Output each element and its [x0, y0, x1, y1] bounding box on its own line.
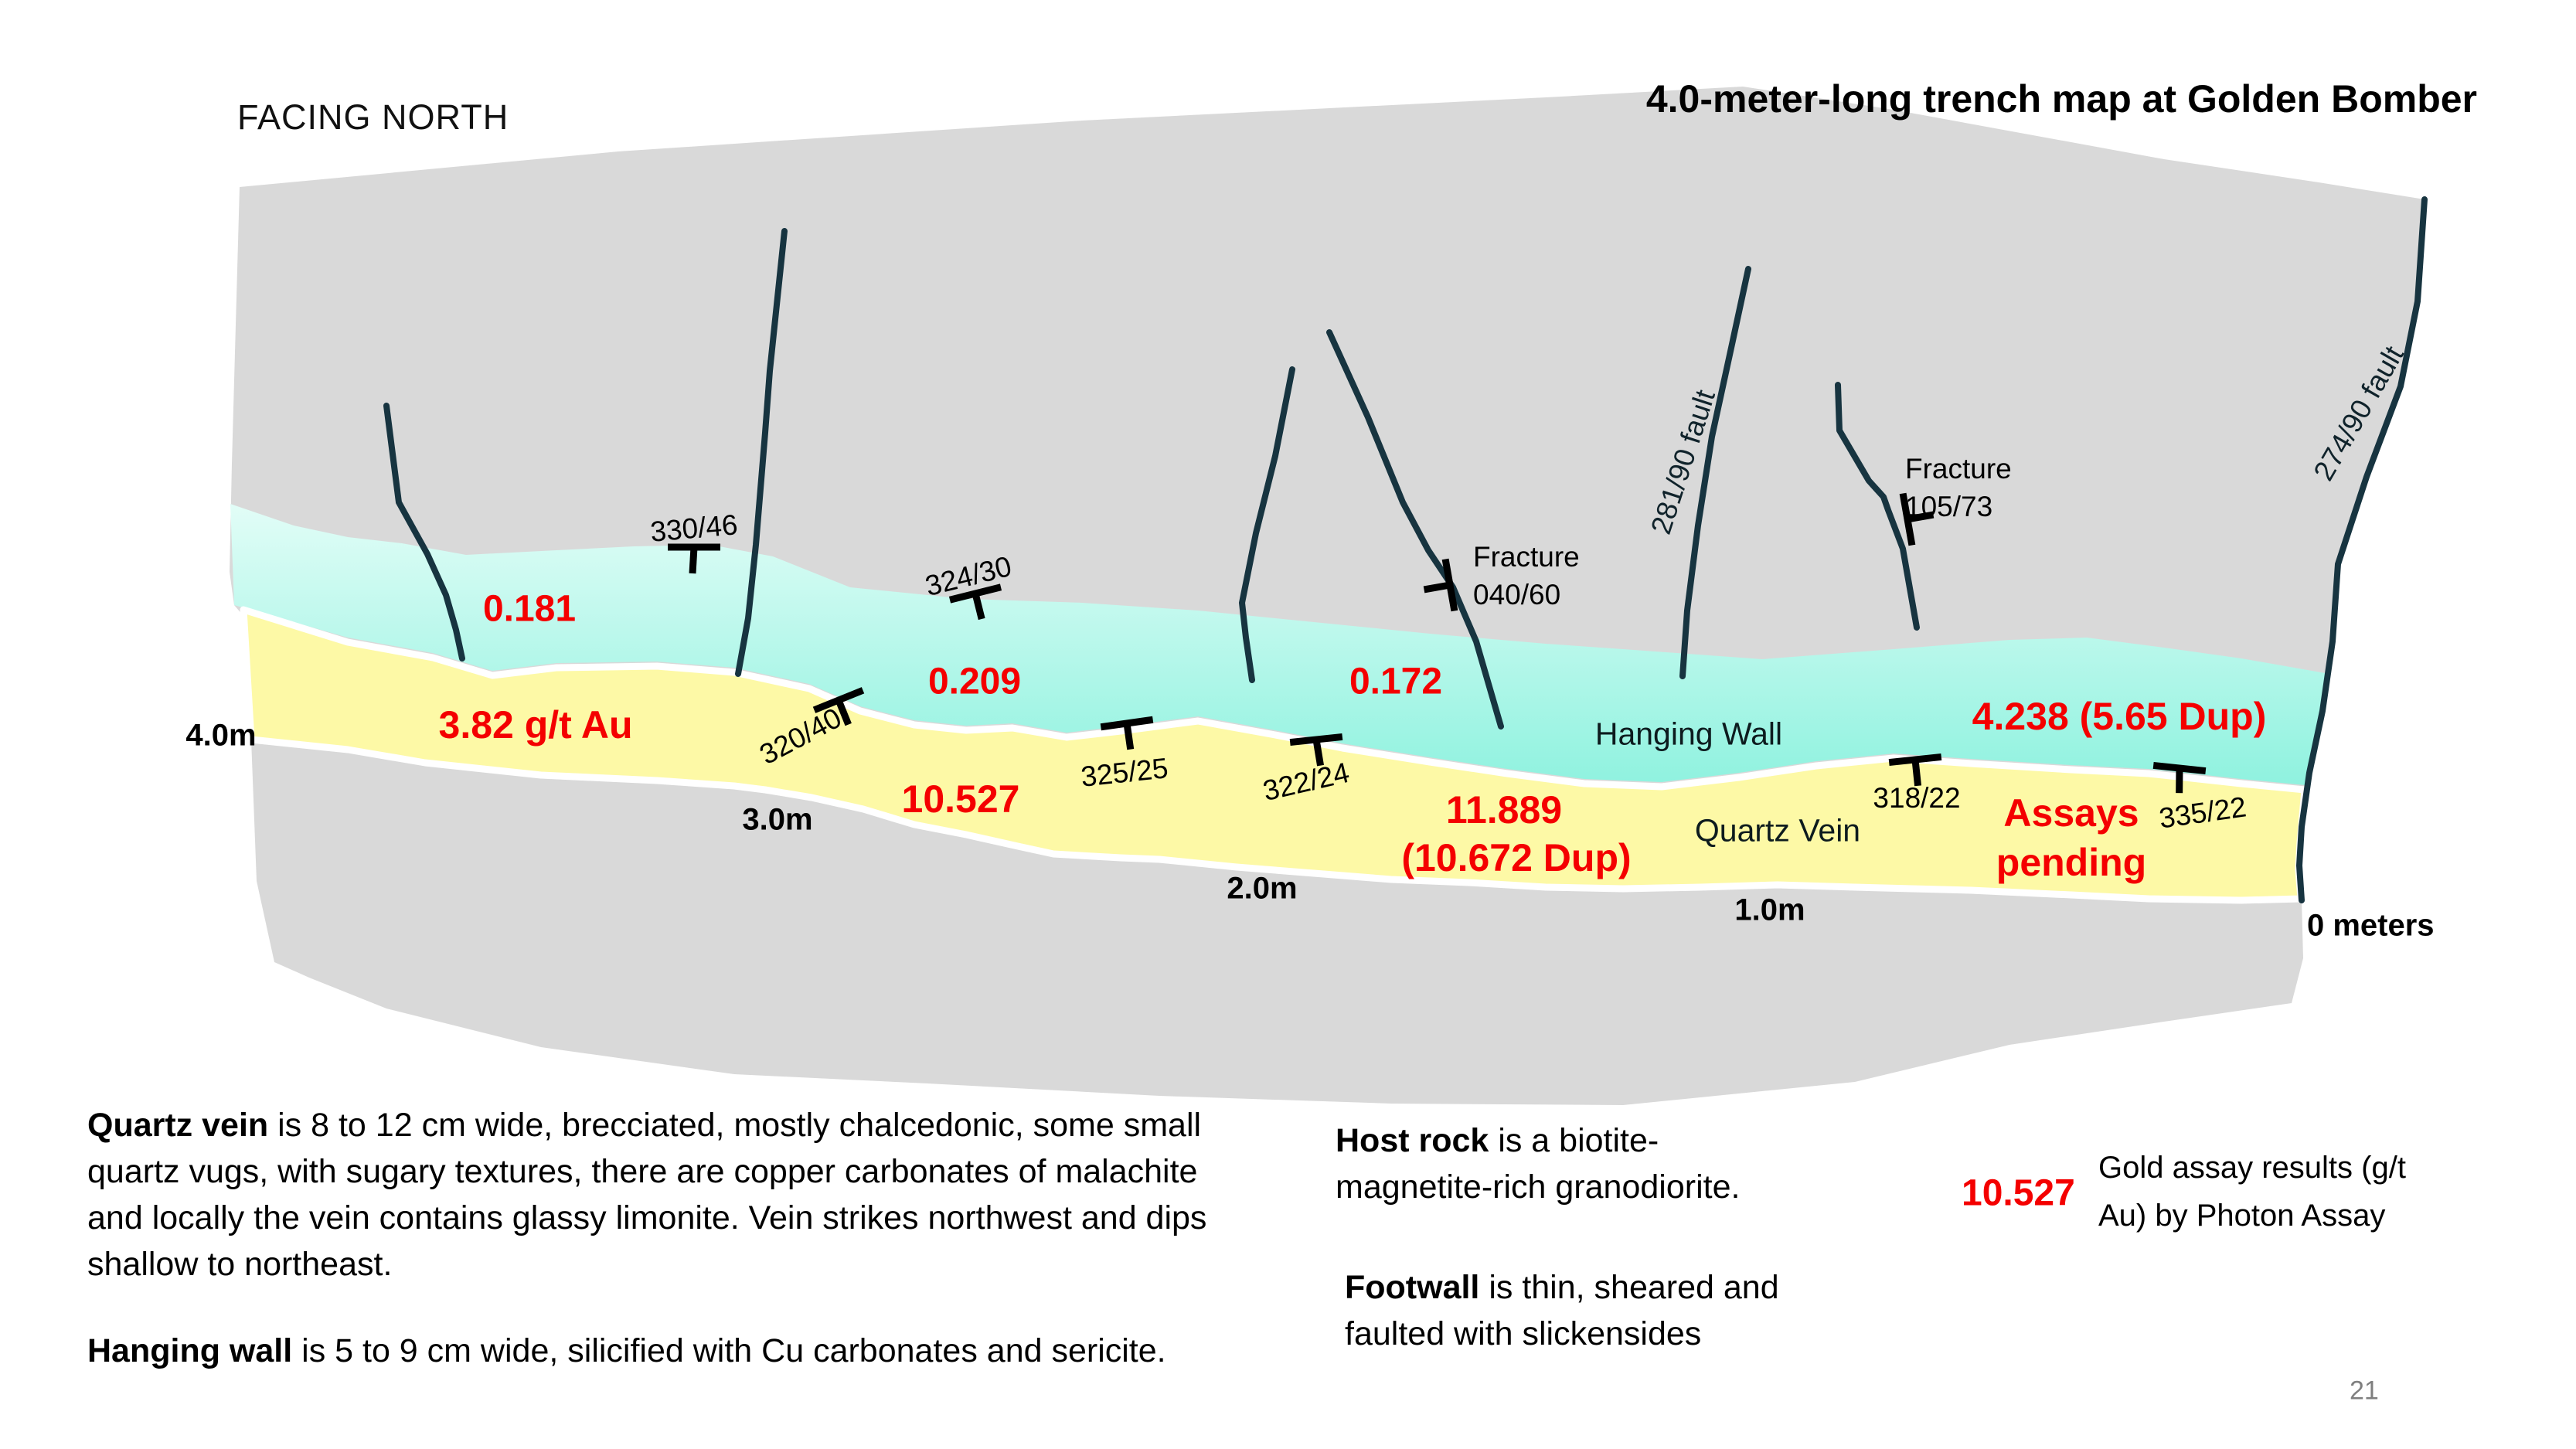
assay-value-10672-dup: (10.672 Dup): [1401, 836, 1632, 879]
assay-value-382: 3.82 g/t Au: [438, 703, 633, 747]
fault-trace-second: [735, 228, 788, 677]
note-host-rock-text: is a biotite-magnetite-rich granodiorite…: [1336, 1122, 1741, 1206]
meter-mark-1m: 1.0m: [1734, 893, 1805, 927]
note-quartz-vein-text: is 8 to 12 cm wide, brecciated, mostly c…: [87, 1107, 1207, 1283]
fault-281-line: [1679, 266, 1751, 679]
legend-description: Gold assay results (g/t Au) by Photon As…: [2098, 1144, 2469, 1240]
assay-value-4238-dup: 4.238 (5.65 Dup): [1972, 695, 2267, 738]
fracture-105-line: [1835, 382, 1920, 631]
fault-trace-left: [383, 403, 465, 662]
legend-description-line1: Gold assay results (g/t: [2098, 1151, 2406, 1185]
note-hanging-wall-text: is 5 to 9 cm wide, silicified with Cu ca…: [292, 1332, 1166, 1369]
fault-trace-middle: [1239, 366, 1295, 683]
note-hanging-wall: Hanging wall is 5 to 9 cm wide, silicifi…: [87, 1328, 1401, 1374]
hanging-wall-label: Hanging Wall: [1594, 716, 1783, 752]
fracture-040-line: [1326, 329, 1504, 730]
note-quartz-vein-lead: Quartz vein: [87, 1107, 269, 1144]
meter-mark-2m: 2.0m: [1227, 871, 1298, 906]
note-footwall-text: is thin, sheared and faulted with slicke…: [1345, 1269, 1779, 1352]
dip-symbol-330-46: [668, 543, 720, 574]
fracture-105-word: Fracture: [1905, 453, 2012, 485]
fracture-105-label: Fracture 105/73: [1905, 450, 2012, 526]
fracture-105-value: 105/73: [1905, 491, 1993, 522]
note-quartz-vein: Quartz vein is 8 to 12 cm wide, brecciat…: [87, 1102, 1239, 1287]
meter-mark-4m: 4.0m: [185, 718, 257, 753]
orientation-label: FACING NORTH: [237, 97, 509, 137]
assay-value-11889: 11.889: [1445, 788, 1563, 832]
legend-assay-value: 10.527: [1962, 1172, 2075, 1214]
meter-mark-0m: 0 meters: [2307, 908, 2435, 943]
dip-symbol-335-22: [2152, 761, 2207, 794]
assay-value-0209: 0.209: [927, 661, 1022, 702]
dip-symbol-fracture-040: [1423, 558, 1458, 612]
fracture-040-value: 040/60: [1473, 579, 1561, 611]
assay-pending-line1: Assays: [2003, 791, 2139, 835]
legend-description-line2: Au) by Photon Assay: [2098, 1199, 2386, 1233]
assay-pending-line2: pending: [1996, 841, 2147, 884]
fracture-040-word: Fracture: [1473, 541, 1580, 573]
dip-symbol-324-30: [948, 583, 1002, 621]
note-host-rock-lead: Host rock: [1336, 1122, 1489, 1159]
fracture-040-label: Fracture 040/60: [1473, 538, 1580, 614]
assay-value-0172: 0.172: [1349, 661, 1443, 702]
dip-symbol-320-40: [812, 687, 865, 726]
note-footwall: Footwall is thin, sheared and faulted wi…: [1345, 1264, 1832, 1357]
meter-mark-3m: 3.0m: [742, 802, 813, 837]
dip-symbol-fracture-105: [1899, 492, 1935, 546]
assay-value-0181: 0.181: [482, 588, 577, 630]
note-hanging-wall-lead: Hanging wall: [87, 1332, 293, 1369]
assay-value-10527: 10.527: [901, 777, 1020, 821]
page-number: 21: [2350, 1376, 2379, 1406]
fault-274-line: [2296, 196, 2428, 903]
note-footwall-lead: Footwall: [1345, 1269, 1480, 1306]
measurement-318-22: 318/22: [1873, 782, 1961, 814]
dip-symbol-318-22: [1888, 753, 1942, 787]
dip-symbol-325-25: [1100, 716, 1154, 750]
note-host-rock: Host rock is a biotite-magnetite-rich gr…: [1336, 1117, 1792, 1210]
page-title: 4.0-meter-long trench map at Golden Bomb…: [1645, 77, 2477, 121]
dip-symbol-322-24: [1289, 733, 1343, 767]
quartz-vein-label: Quartz Vein: [1694, 812, 1861, 849]
